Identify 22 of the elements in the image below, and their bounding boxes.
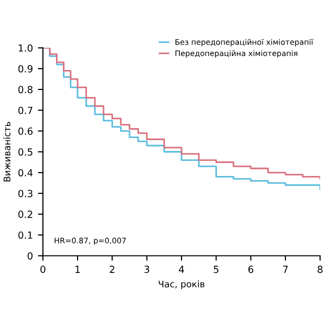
y-tick-label: 0.7 (18, 106, 32, 114)
x-tick-label: 7 (283, 266, 288, 273)
x-tick-label: 5 (214, 266, 218, 273)
y-tick-label: 0.4 (18, 169, 33, 176)
y-axis-title: Виживаність (3, 122, 10, 182)
x-tick-label: 6 (248, 266, 254, 273)
x-tick-label: 0 (40, 266, 46, 273)
y-tick-label: 1.0 (18, 44, 33, 52)
y-tick-label: 0.9 (18, 65, 32, 72)
y-tick-label: 0.6 (18, 127, 33, 135)
y-tick-label: 0.8 (18, 86, 33, 94)
y-tick-label: 0.3 (18, 190, 32, 198)
y-tick-label: 0.1 (18, 231, 32, 239)
y-tick-label: 0.5 (18, 148, 32, 156)
x-tick-label: 8 (318, 266, 323, 273)
y-tick-label: 0.2 (18, 210, 32, 218)
x-tick-label: 3 (144, 266, 150, 273)
x-tick-label: 2 (110, 266, 114, 273)
x-axis-title: Час, років (158, 280, 204, 290)
x-tick-label: 4 (178, 266, 184, 273)
x-tick-label: 1 (76, 266, 80, 273)
y-tick-label: 0 (28, 252, 33, 260)
